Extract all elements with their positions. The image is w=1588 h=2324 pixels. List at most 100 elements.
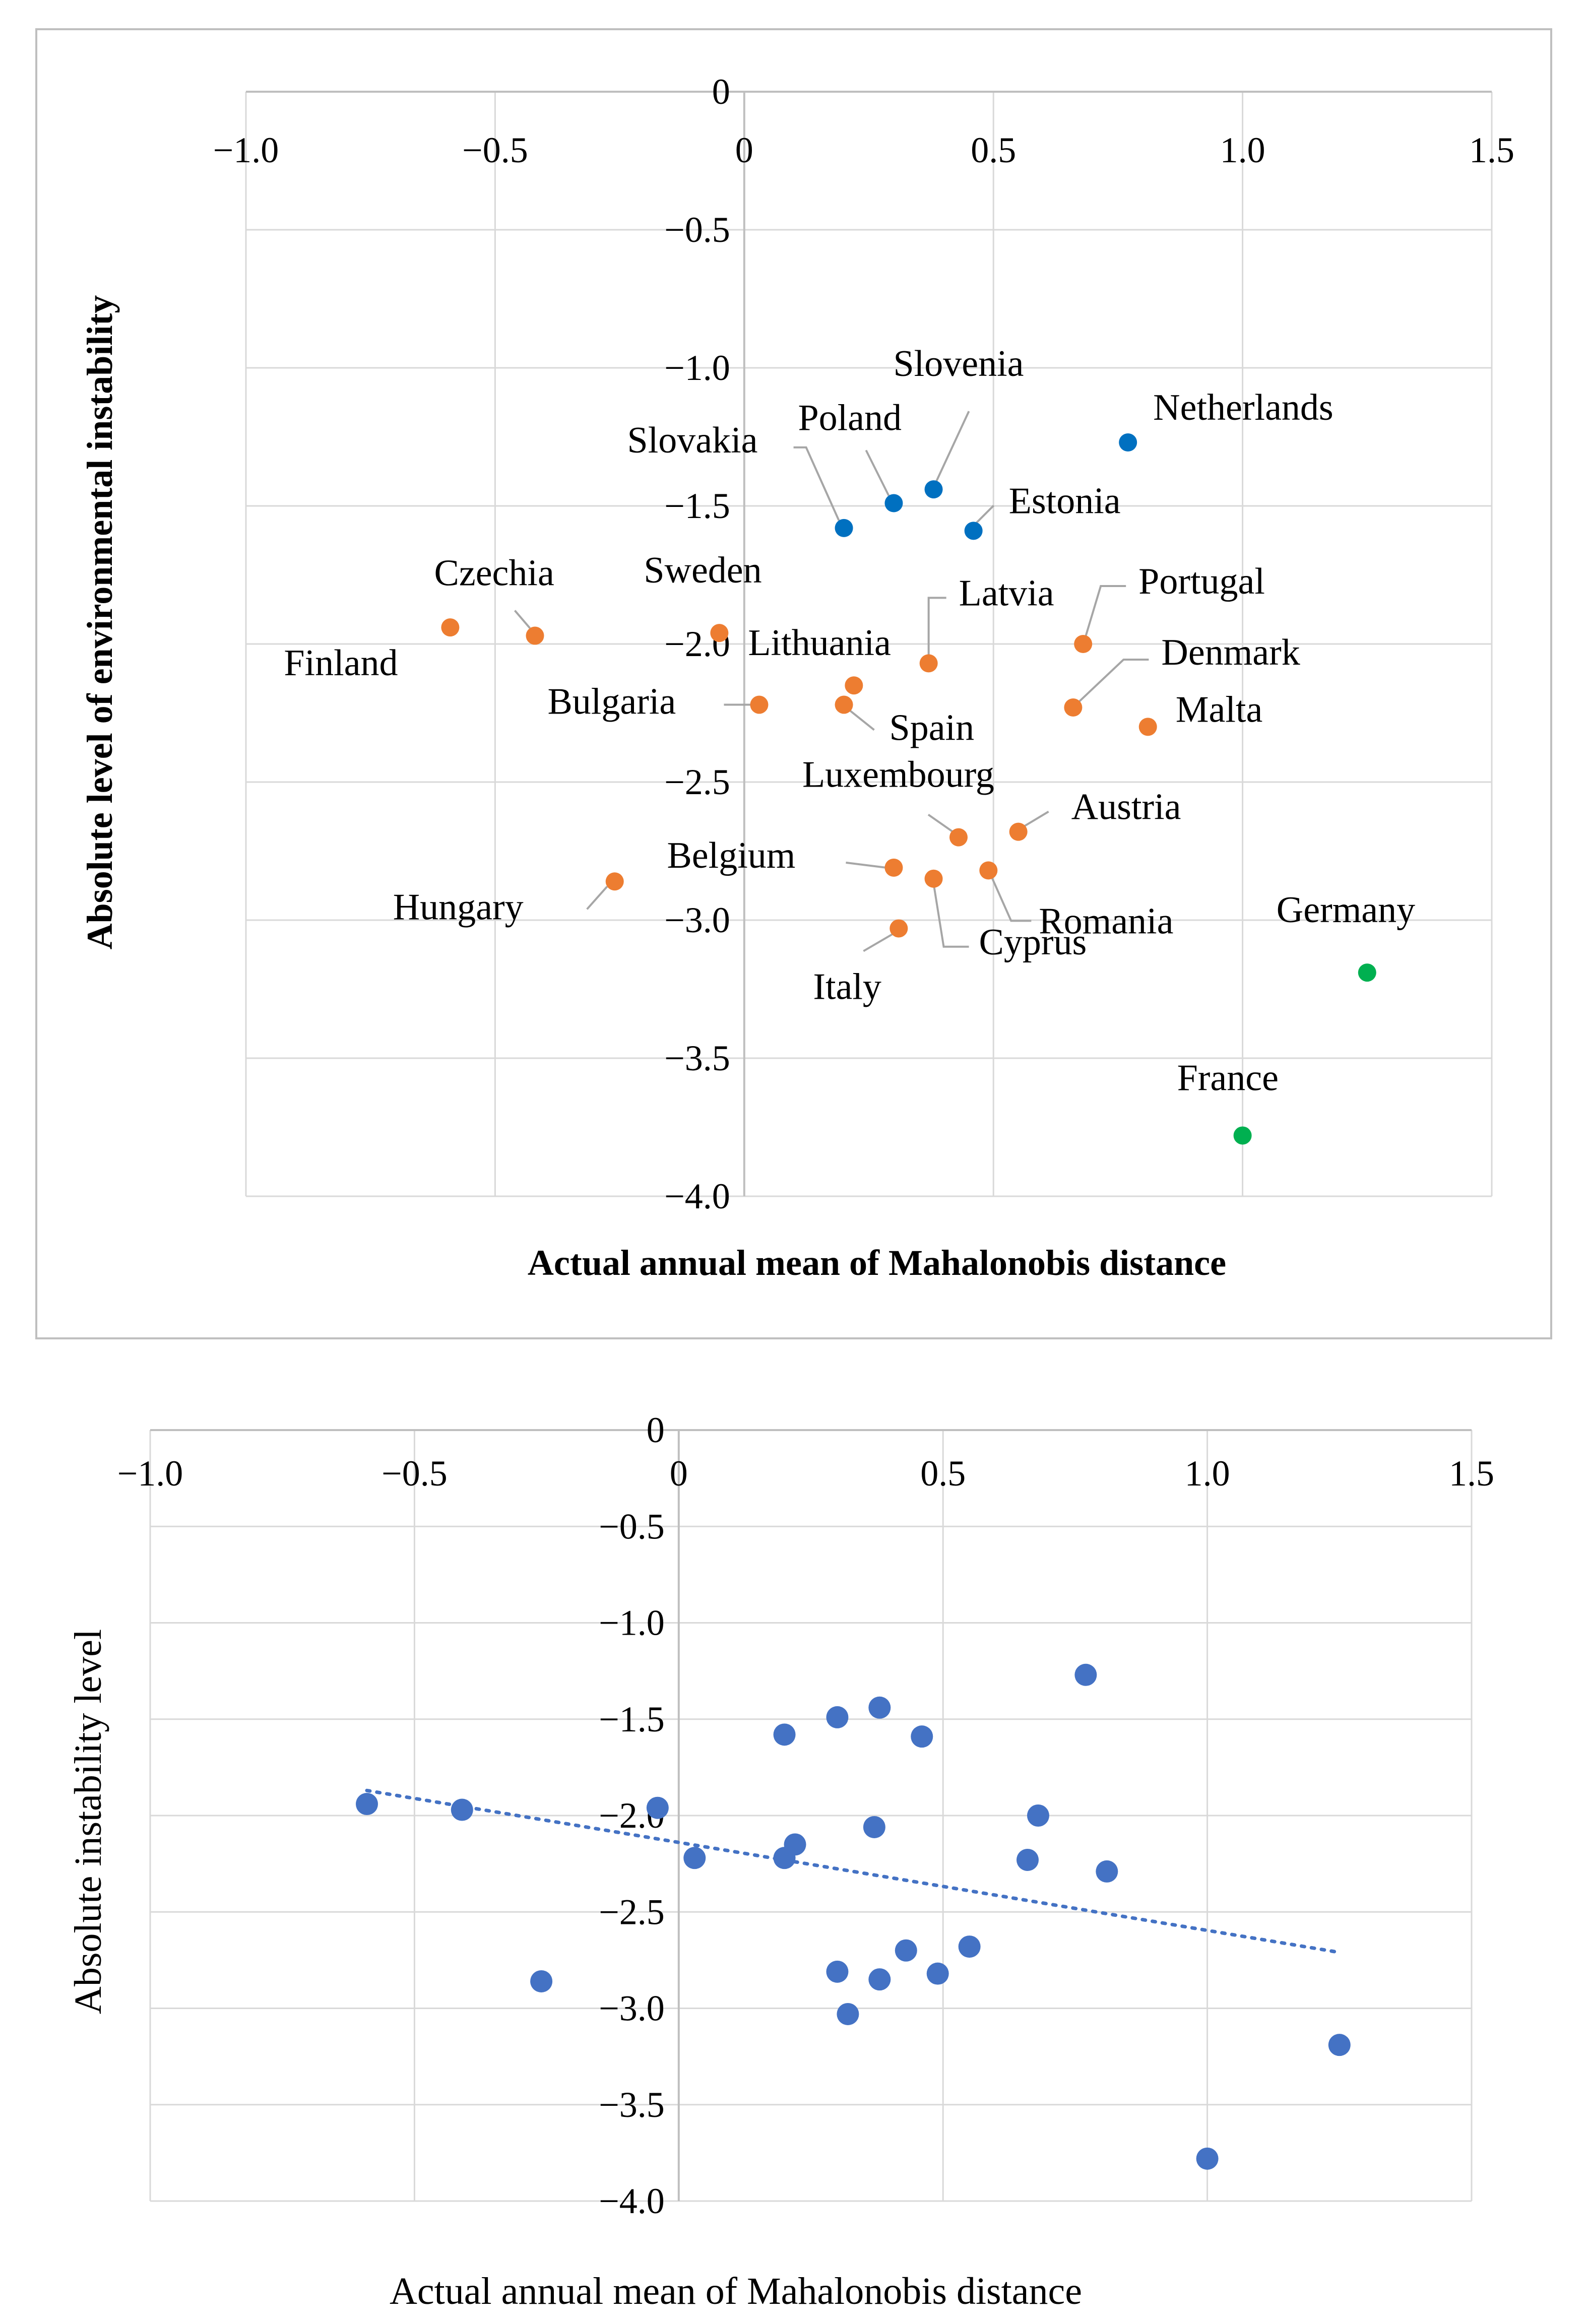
chart1-x-tick-label: −0.5 <box>462 130 528 170</box>
chart1-label-netherlands: Netherlands <box>1153 387 1333 428</box>
chart1-leader-poland <box>865 449 890 496</box>
chart1-label-belgium: Belgium <box>667 835 795 876</box>
chart1-label-lithuania: Lithuania <box>748 622 891 664</box>
chart2-point <box>1328 2034 1351 2056</box>
chart1-point-portugal <box>1074 635 1093 653</box>
chart1-label-france: France <box>1177 1057 1279 1099</box>
chart2-point <box>895 1939 917 1962</box>
chart1-point-czechia <box>526 626 544 645</box>
chart1-point-germany <box>1358 963 1376 982</box>
chart1-label-finland: Finland <box>284 642 398 684</box>
chart2-point <box>868 1696 891 1719</box>
chart1-label-sweden: Sweden <box>644 550 761 591</box>
chart1-y-tick-label: −1.0 <box>664 348 730 388</box>
chart1-label-romania: Romania <box>1039 900 1173 942</box>
chart2-y-tick-label: −4.0 <box>599 2181 665 2221</box>
chart1-point-finland <box>441 618 460 637</box>
chart1-point-poland <box>884 494 903 512</box>
chart2-point <box>530 1970 553 1992</box>
chart1-x-tick-label: −1.0 <box>213 130 279 170</box>
chart2-x-tick-label: 0 <box>670 1453 688 1494</box>
chart2-point <box>683 1847 706 1869</box>
chart1-leader-estonia <box>975 504 995 524</box>
chart2-point <box>773 1847 796 1869</box>
chart1-label-luxembourg: Luxembourg <box>802 754 994 796</box>
chart1-point-italy <box>890 919 908 938</box>
chart1-label-malta: Malta <box>1176 689 1263 730</box>
chart2-instability-trend: −1.0 −0.5 0 0.5 1.0 1.50−0.5−1.0−1.5−2.0−2.5−… <box>117 1410 1494 2221</box>
chart1-x-axis-title: Actual annual mean of Mahalonobis distan… <box>528 1243 1226 1283</box>
chart1-point-luxembourg <box>949 828 968 847</box>
chart1-point-spain <box>835 695 853 714</box>
chart1-leader-luxembourg <box>927 813 955 833</box>
chart1-label-poland: Poland <box>798 398 902 439</box>
chart1-leader-romania <box>990 875 1032 922</box>
chart2-point <box>646 1796 669 1819</box>
chart1-leader-cyprus <box>932 883 969 948</box>
chart1-label-germany: Germany <box>1277 889 1415 931</box>
chart2-point <box>826 1960 849 1983</box>
chart2-x-axis-title: Actual annual mean of Mahalonobis distan… <box>390 2270 1082 2312</box>
chart1-label-denmark: Denmark <box>1161 632 1300 673</box>
chart1-y-tick-label: −4.0 <box>664 1176 730 1216</box>
chart1-point-denmark <box>1064 698 1083 717</box>
chart1-leader-denmark <box>1077 659 1149 703</box>
chart1-leader-hungary <box>586 885 608 910</box>
chart2-point <box>451 1798 473 1821</box>
chart2-y-tick-label: −1.5 <box>599 1699 665 1739</box>
chart1-frame <box>35 28 1552 1339</box>
chart2-point <box>1074 1663 1097 1686</box>
chart2-x-tick-label: −1.0 <box>117 1453 183 1494</box>
chart2-x-tick-label: −0.5 <box>382 1453 448 1494</box>
chart2-point <box>356 1793 378 1816</box>
chart1-leader-portugal <box>1085 585 1126 637</box>
chart1-point-sweden <box>710 624 729 642</box>
chart1-label-slovakia: Slovakia <box>627 420 758 461</box>
chart1-leader-italy <box>863 932 895 952</box>
chart1-point-austria <box>1009 822 1028 841</box>
chart2-x-tick-label: 0.5 <box>920 1453 966 1494</box>
chart2-point <box>958 1935 981 1958</box>
chart1-y-tick-label: 0 <box>712 72 730 112</box>
chart1-label-bulgaria: Bulgaria <box>547 681 676 723</box>
chart1-y-axis-title: Absolute level of environmental instabil… <box>80 295 120 950</box>
chart2-point <box>1017 1848 1039 1871</box>
chart1-point-france <box>1233 1126 1252 1145</box>
chart1-leader-slovenia <box>935 411 970 482</box>
chart1-point-estonia <box>964 522 983 540</box>
chart1-point-hungary <box>605 872 624 891</box>
chart1-point-latvia <box>919 654 938 673</box>
chart1-label-italy: Italy <box>813 966 881 1007</box>
chart1-x-tick-label: 1.0 <box>1220 130 1265 170</box>
chart2-y-tick-label: −1.0 <box>599 1603 665 1643</box>
chart1-x-tick-label: 0.5 <box>971 130 1016 170</box>
chart1-label-austria: Austria <box>1071 787 1181 828</box>
chart2-point <box>826 1706 849 1728</box>
chart2-y-tick-label: −3.5 <box>599 2085 665 2125</box>
chart1-point-slovakia <box>835 519 853 537</box>
chart2-point <box>1027 1804 1049 1827</box>
chart2-y-tick-label: −0.5 <box>599 1506 665 1546</box>
chart1-y-tick-label: −3.0 <box>664 900 730 940</box>
chart2-y-tick-label: −2.5 <box>599 1892 665 1932</box>
chart2-point <box>1196 2147 1219 2170</box>
chart2-point <box>837 2003 859 2025</box>
chart1-y-tick-label: −2.5 <box>664 762 730 802</box>
chart1-point-slovenia <box>924 480 943 499</box>
chart1-leader-austria <box>1023 810 1049 828</box>
chart1-leader-czechia <box>514 610 531 629</box>
chart1-leader-latvia <box>927 597 946 659</box>
chart2-point <box>926 1962 949 1985</box>
chart1-point-bulgaria <box>750 695 769 714</box>
chart1-y-tick-label: −3.5 <box>664 1038 730 1078</box>
chart1-leader-spain <box>848 708 875 731</box>
chart2-point <box>868 1968 891 1991</box>
chart1-point-cyprus <box>924 869 943 888</box>
chart2-point <box>1096 1860 1118 1883</box>
chart1-point-romania <box>979 861 998 880</box>
chart1-point-netherlands <box>1119 433 1137 451</box>
chart1-label-portugal: Portugal <box>1138 561 1265 602</box>
chart1-point-malta <box>1138 718 1157 736</box>
chart1-label-cyprus: Cyprus <box>979 922 1087 963</box>
